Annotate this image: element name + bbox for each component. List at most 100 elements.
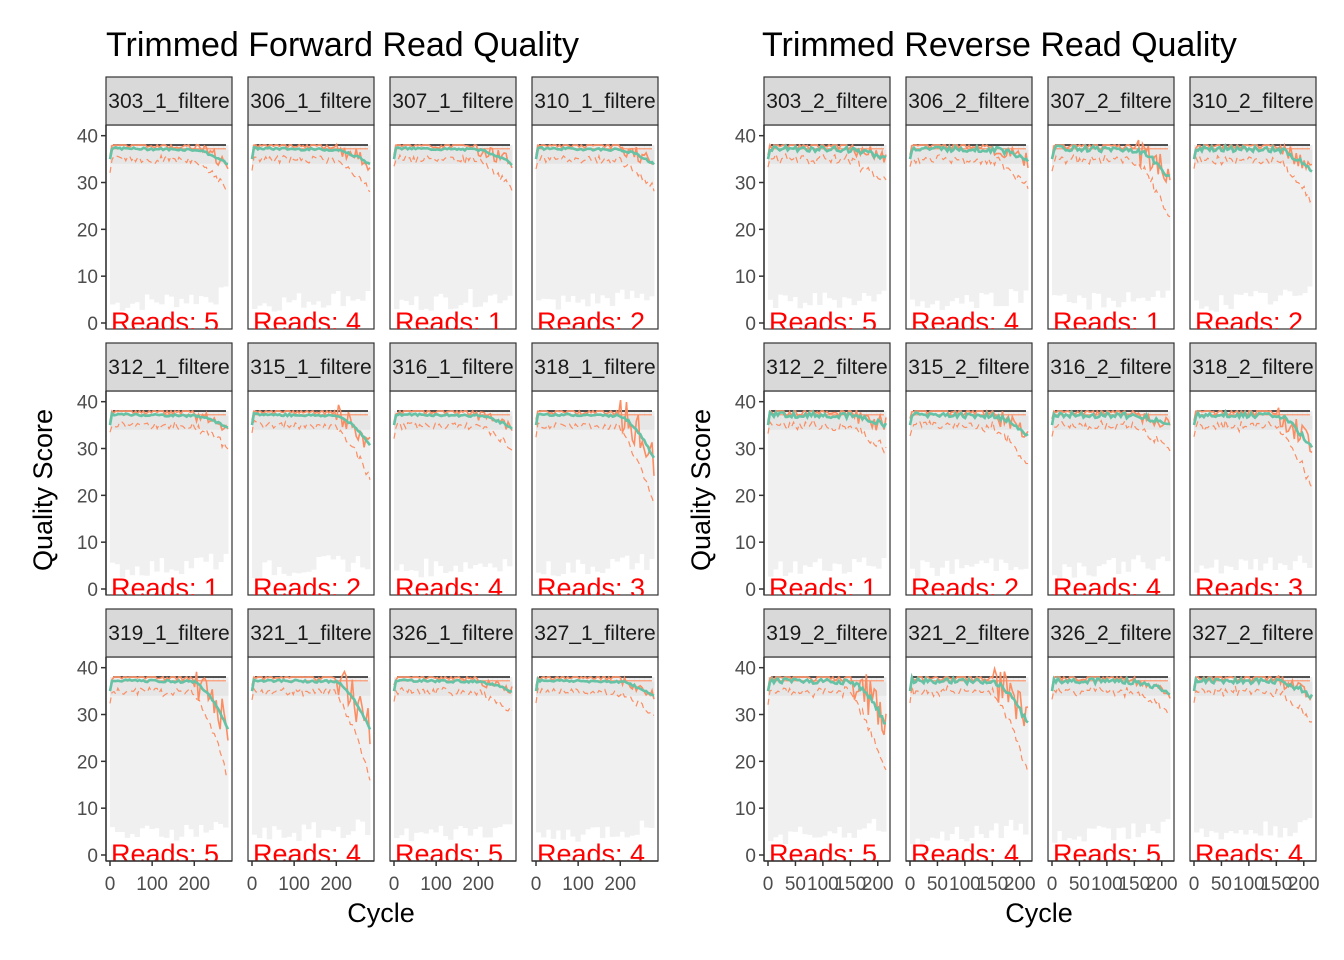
heat-cell (929, 677, 936, 696)
heat-cell (1130, 681, 1137, 824)
heat-cell (1248, 415, 1254, 570)
heat-cell (418, 415, 424, 578)
facet-strip (247, 342, 375, 392)
heat-cell (910, 681, 916, 845)
mean-quality-line (908, 672, 1029, 724)
heat-cell (614, 415, 621, 562)
heat-cell (1056, 145, 1063, 164)
heat-cell (218, 415, 224, 562)
lower-quartile-line (109, 153, 229, 192)
heat-cell (1198, 145, 1205, 164)
heat-cell (550, 681, 557, 839)
heat-cell (797, 677, 803, 696)
heat-cell (1061, 149, 1068, 295)
heat-cell (208, 415, 214, 554)
heat-cell (919, 415, 926, 561)
mean-quality-line (392, 678, 513, 693)
heat-cell (1155, 145, 1161, 164)
heat-cell (575, 681, 581, 842)
heat-cell (291, 415, 297, 573)
heat-cell (330, 145, 337, 164)
heat-cell (1272, 415, 1279, 570)
heat-cell (772, 149, 779, 308)
heat-cell (644, 677, 650, 696)
heat-cell (555, 149, 562, 310)
heat-cell (1307, 415, 1313, 568)
y-tick-label: 20 (735, 486, 756, 507)
heat-cell (345, 677, 351, 696)
heat-cell (1194, 145, 1200, 164)
heat-cell (178, 415, 185, 575)
facet-strip-label: 306_1_filtere (250, 90, 371, 113)
heat-cell (1101, 411, 1107, 430)
heat-cell (467, 677, 474, 696)
heat-cell (949, 681, 955, 834)
heat-cell (1203, 415, 1210, 569)
heat-cell (768, 677, 774, 696)
heat-cell (306, 415, 312, 572)
heat-cell (159, 411, 165, 430)
heat-cell (1297, 681, 1303, 823)
heat-cell (998, 149, 1004, 307)
heat-cell (487, 149, 493, 296)
heat-cell (482, 681, 488, 838)
heat-cell (585, 677, 591, 696)
heat-cell (467, 149, 474, 290)
facet-strip (105, 76, 233, 126)
heat-cell (433, 677, 439, 696)
mean-quality-line (108, 678, 230, 730)
y-tick-label: 40 (735, 659, 756, 680)
heat-cell (590, 681, 596, 828)
heat-cell (595, 411, 601, 430)
heat-cell (1253, 145, 1259, 164)
heat-cell (418, 411, 424, 430)
heat-cell (433, 411, 439, 430)
heat-cell (881, 677, 887, 696)
read-count-label: Reads: 5 (769, 839, 877, 869)
heat-cell (540, 677, 547, 696)
heat-cell (1052, 681, 1058, 843)
heat-cell (398, 681, 405, 836)
heat-cell (768, 681, 774, 842)
heat-cell (1277, 415, 1283, 564)
heat-cell (423, 681, 429, 834)
x-tick-label: 150 (834, 874, 866, 895)
heat-cell (949, 149, 955, 302)
heat-cell (139, 411, 145, 430)
heat-cell (831, 415, 838, 564)
heat-cell (482, 411, 488, 430)
heat-cell (1003, 681, 1009, 826)
quality-heatmap (252, 411, 371, 579)
heat-cell (350, 145, 356, 164)
heat-cell (802, 411, 808, 430)
heat-cell (787, 411, 794, 430)
heat-cell (315, 411, 322, 430)
lower-quartile-line (535, 421, 655, 505)
heat-cell (271, 149, 278, 312)
heat-cell (929, 149, 936, 305)
heat-cell (149, 415, 155, 562)
heat-cell (1228, 149, 1234, 309)
heat-cell (433, 681, 439, 833)
heat-cell (110, 681, 116, 828)
heat-cell (1111, 149, 1117, 301)
quality-lines (766, 409, 888, 454)
facet-strip-label: 310_2_filtere (1192, 90, 1313, 113)
mean-quality-line (1192, 675, 1314, 700)
heat-cell (1120, 677, 1127, 696)
quality-heatmap (910, 145, 1029, 310)
read-count-label: Reads: 4 (253, 307, 361, 337)
heat-cell (213, 681, 219, 822)
y-tick-label: 10 (77, 533, 98, 554)
heat-cell (413, 149, 420, 297)
heat-cell (827, 681, 833, 832)
heat-cell (340, 149, 346, 307)
facet-strip (531, 608, 659, 658)
heat-cell (624, 681, 630, 838)
heat-cell (1165, 145, 1171, 164)
heat-cell (188, 149, 195, 295)
heat-cell (1198, 149, 1205, 309)
heat-cell (881, 415, 887, 559)
heat-cell (330, 677, 337, 696)
read-count-label: Reads: 2 (253, 573, 361, 603)
